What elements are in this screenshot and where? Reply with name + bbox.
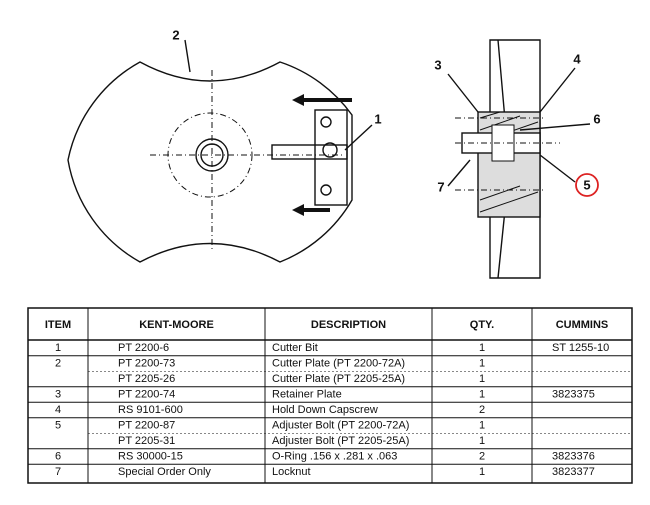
- table-cell: Locknut: [272, 466, 311, 478]
- table-cell: 3823377: [552, 466, 595, 478]
- callout: 5: [583, 177, 590, 192]
- table-cell: 1: [479, 419, 485, 431]
- table-cell: Cutter Plate (PT 2205-25A): [272, 373, 405, 385]
- table-cell: Cutter Plate (PT 2200-72A): [272, 357, 405, 369]
- cutter-plate-drawing: [67, 39, 373, 263]
- table-cell: 7: [55, 466, 61, 478]
- table-cell: Retainer Plate: [272, 388, 342, 400]
- table-cell: 1: [479, 435, 485, 447]
- header-cell: DESCRIPTION: [311, 319, 386, 331]
- table-cell: ST 1255-10: [552, 342, 609, 354]
- table-cell: PT 2200-73: [118, 357, 175, 369]
- callout: 7: [437, 179, 444, 194]
- table-cell: PT 2205-26: [118, 373, 175, 385]
- table-cell: RS 30000-15: [118, 450, 183, 462]
- table-cell: PT 2200-74: [118, 388, 175, 400]
- table-cell: 2: [55, 357, 61, 369]
- table-cell: RS 9101-600: [118, 404, 183, 416]
- table-cell: 5: [55, 419, 61, 431]
- table-cell: 1: [479, 466, 485, 478]
- table-cell: PT 2200-6: [118, 342, 169, 354]
- table-cell: 1: [479, 357, 485, 369]
- header-cell: ITEM: [45, 319, 71, 331]
- header-cell: QTY.: [470, 319, 494, 331]
- table-cell: 2: [479, 404, 485, 416]
- section-view-drawing: [447, 39, 599, 279]
- header-cell: CUMMINS: [556, 319, 609, 331]
- table-cell: 3823376: [552, 450, 595, 462]
- table-cell: 1: [55, 342, 61, 354]
- table-cell: Special Order Only: [118, 466, 211, 478]
- table-cell: 4: [55, 404, 61, 416]
- table-cell: 1: [479, 342, 485, 354]
- table-cell: 3823375: [552, 388, 595, 400]
- table-cell: O-Ring .156 x .281 x .063: [272, 450, 397, 462]
- parts-table: ITEM KENT-MOORE DESCRIPTION QTY. CUMMINS 1 PT …: [27, 307, 633, 484]
- table-cell: 2: [479, 450, 485, 462]
- table-cell: Adjuster Bolt (PT 2205-25A): [272, 435, 409, 447]
- table-cell: PT 2205-31: [118, 435, 175, 447]
- callout: 2: [172, 27, 179, 42]
- callout: 3: [434, 57, 441, 72]
- table-cell: Hold Down Capscrew: [272, 404, 378, 416]
- table-cell: 1: [479, 388, 485, 400]
- callout: 1: [374, 111, 381, 126]
- table-cell: 1: [479, 373, 485, 385]
- table-cell: PT 2200-87: [118, 419, 175, 431]
- callout: 4: [573, 51, 581, 66]
- table-cell: Cutter Bit: [272, 342, 318, 354]
- header-cell: KENT-MOORE: [139, 319, 214, 331]
- table-cell: 6: [55, 450, 61, 462]
- table-cell: 3: [55, 388, 61, 400]
- table-cell: Adjuster Bolt (PT 2200-72A): [272, 419, 409, 431]
- callout: 6: [593, 111, 600, 126]
